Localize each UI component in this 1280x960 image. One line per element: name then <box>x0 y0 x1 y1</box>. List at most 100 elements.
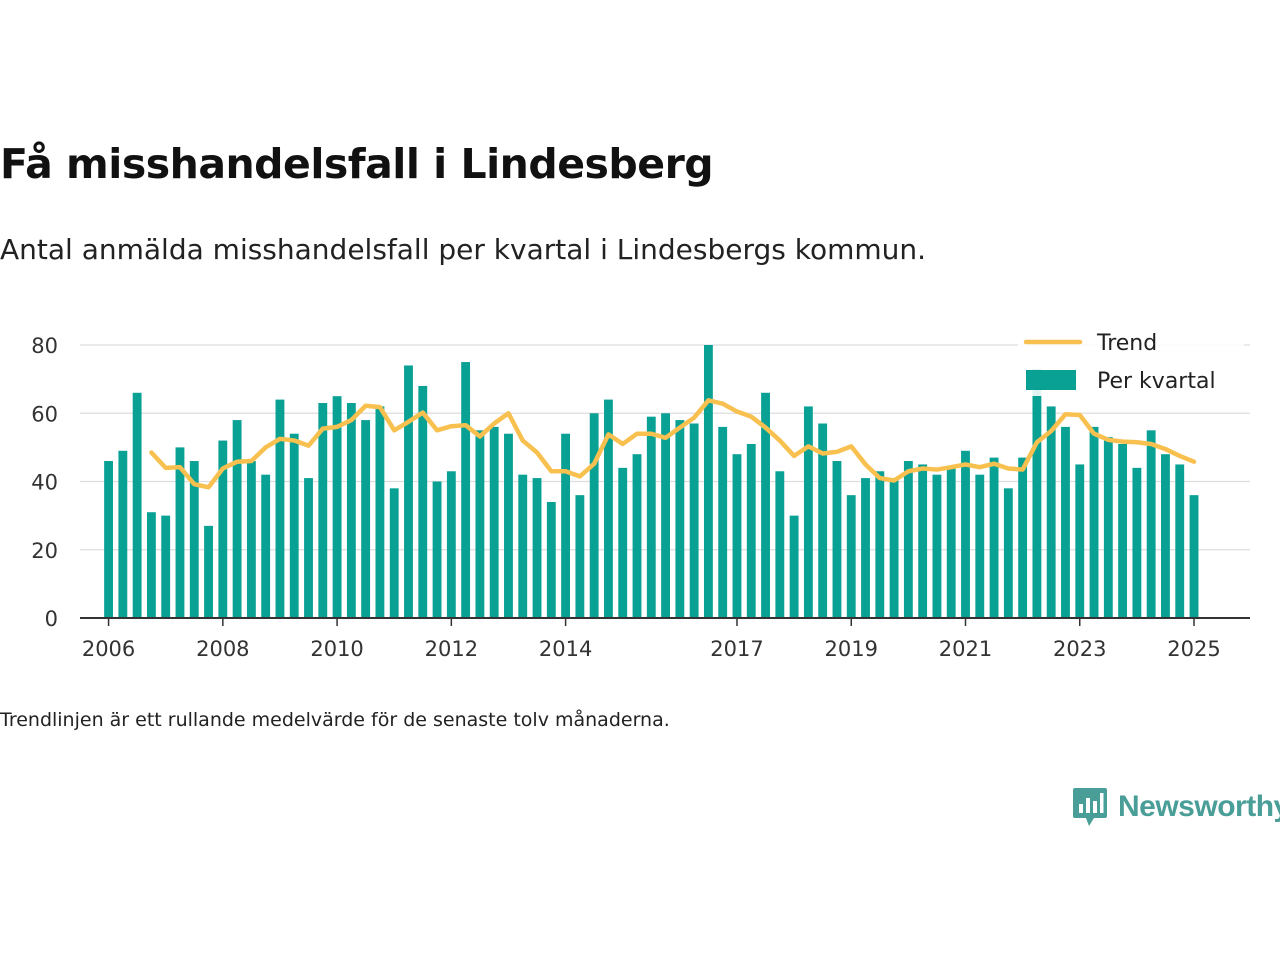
bar <box>718 426 728 618</box>
bar <box>1061 426 1070 618</box>
bar <box>304 478 313 618</box>
y-tick-label: 20 <box>31 539 58 563</box>
bar <box>561 433 571 618</box>
bar <box>146 512 156 618</box>
bar <box>646 416 656 618</box>
bar <box>246 461 256 618</box>
bar <box>1032 368 1042 618</box>
x-tick-label: 2008 <box>196 637 249 661</box>
bar <box>132 392 142 618</box>
bar <box>803 406 813 618</box>
bar <box>232 420 242 618</box>
chart: 2006 2008 2010 2012 2014 2017 2019 2021 2023 2025… <box>31 326 1250 661</box>
bar <box>118 450 128 618</box>
bar <box>618 467 628 618</box>
bar <box>332 396 342 618</box>
x-axis-ticks: 2006 2008 2010 2012 2014 2017 2019 2021 2023 2025 <box>82 618 1221 661</box>
bar <box>275 399 285 618</box>
y-tick-label: 40 <box>31 471 58 495</box>
bar <box>761 392 770 618</box>
bar <box>1161 454 1170 618</box>
bar <box>746 443 756 618</box>
legend-trend-label: Trend <box>1096 331 1157 356</box>
x-tick-label: 2019 <box>825 637 878 661</box>
bar <box>703 345 713 618</box>
bar <box>418 385 428 618</box>
bar <box>604 399 613 618</box>
bar <box>689 423 699 618</box>
bar <box>518 474 528 618</box>
bar <box>532 478 542 618</box>
bar <box>1132 467 1142 618</box>
bar <box>261 474 271 618</box>
bar <box>432 481 442 618</box>
bar <box>1189 495 1199 618</box>
legend-bar-label: Per kvartal <box>1097 369 1216 394</box>
bar <box>175 447 185 618</box>
bar <box>903 461 913 618</box>
y-tick-label: 0 <box>45 607 58 631</box>
bar <box>1003 488 1013 618</box>
bar <box>975 474 985 618</box>
bar <box>846 495 856 618</box>
bar <box>1075 464 1085 618</box>
footnote: Trendlinjen är ett rullande medelvärde f… <box>0 709 670 731</box>
chart-title: Få misshandelsfall i Lindesberg <box>0 140 714 188</box>
bar <box>675 420 685 618</box>
bar <box>1089 426 1099 618</box>
x-tick-label: 2021 <box>939 637 992 661</box>
bar <box>918 464 928 618</box>
x-tick-label: 2012 <box>425 637 478 661</box>
x-tick-label: 2023 <box>1053 637 1106 661</box>
bar <box>446 471 456 618</box>
bar <box>475 430 485 618</box>
brand-name: Newsworthy <box>1118 790 1280 823</box>
y-tick-label: 60 <box>31 402 58 426</box>
bar <box>218 440 228 618</box>
bar <box>1175 464 1185 618</box>
bar <box>204 525 213 618</box>
bar <box>1118 443 1128 618</box>
x-tick-label: 2014 <box>539 637 592 661</box>
bar <box>961 450 970 618</box>
bar <box>789 515 799 618</box>
bar <box>361 420 371 618</box>
bar <box>989 457 999 618</box>
bar <box>1146 430 1156 618</box>
bar <box>875 471 885 618</box>
bar <box>161 515 171 618</box>
bar <box>404 365 413 618</box>
bar <box>189 461 199 618</box>
bar <box>489 426 499 618</box>
bar <box>289 433 299 618</box>
bar <box>775 471 785 618</box>
bar <box>661 413 670 618</box>
bar <box>575 495 585 618</box>
x-tick-label: 2006 <box>82 637 135 661</box>
bar <box>932 474 942 618</box>
x-tick-label: 2010 <box>310 637 363 661</box>
bar <box>1018 457 1028 618</box>
bar <box>632 454 642 618</box>
bar <box>1046 406 1056 618</box>
y-axis-ticks: 0 20 40 60 80 <box>31 334 58 631</box>
bar <box>818 423 828 618</box>
bar <box>346 403 356 618</box>
bar <box>546 501 556 618</box>
bar <box>732 454 742 618</box>
bar-series <box>104 345 1199 618</box>
bar <box>1103 437 1113 618</box>
chart-subtitle: Antal anmälda misshandelsfall per kvarta… <box>0 233 927 266</box>
bar <box>889 478 899 618</box>
bar <box>375 406 385 618</box>
legend-bar-swatch <box>1026 370 1076 390</box>
bar <box>946 467 956 618</box>
trend-line <box>149 398 1197 490</box>
x-tick-label: 2025 <box>1167 637 1220 661</box>
legend: Trend Per kvartal <box>1018 326 1244 396</box>
x-tick-label: 2017 <box>710 637 763 661</box>
y-tick-label: 80 <box>31 334 58 358</box>
bar <box>389 488 399 618</box>
bar <box>832 461 842 618</box>
bar <box>861 478 870 618</box>
